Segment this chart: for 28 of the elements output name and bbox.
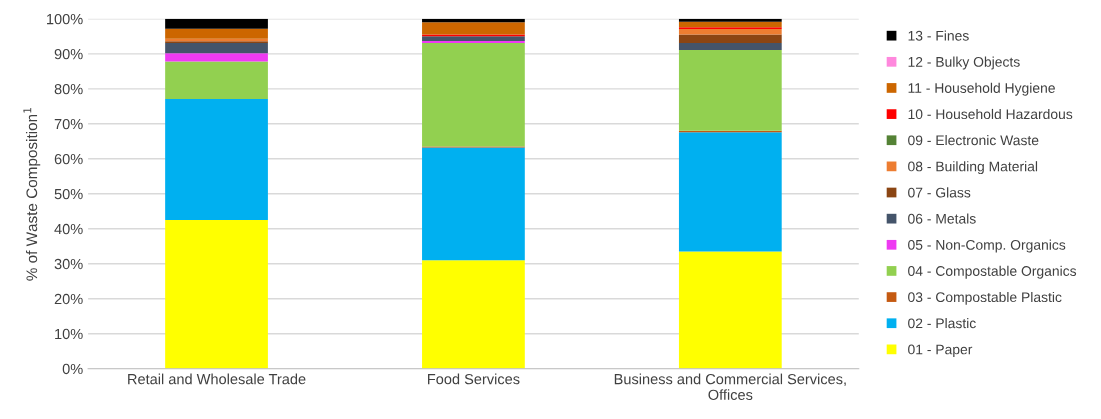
legend-label: 06 - Metals [908, 213, 976, 224]
legend-label: 02 - Plastic [908, 318, 976, 329]
x-tick-label: Business and Commercial Services, Offices [614, 373, 846, 400]
x-tick-label: Retail and Wholesale Trade [128, 373, 306, 385]
legend-label: 08 - Building Material [908, 161, 1038, 175]
legend-label: 01 - Paper [908, 344, 973, 358]
legend-label: 12 - Bulky Objects [908, 56, 1020, 70]
legend-label: 03 - Compostable Plastic [908, 291, 1062, 305]
legend-label: 11 - Household Hygiene [908, 82, 1055, 96]
y-tick-label: 50% [54, 188, 83, 200]
y-tick-label: 0% [62, 363, 83, 375]
y-tick-label: 30% [54, 258, 83, 270]
y-tick-label: 40% [54, 223, 83, 235]
y-tick-label: 70% [54, 118, 83, 130]
legend-label: 10 - Household Hazardous [908, 108, 1073, 120]
y-tick-label: 80% [54, 83, 83, 95]
legend-label: 13 - Fines [908, 30, 969, 41]
y-tick-label: 60% [54, 153, 83, 165]
x-tick-label: Food Services [428, 373, 520, 385]
y-axis-title: % of Waste Composition$^{1}$ [23, 107, 41, 281]
y-tick-label: 20% [54, 293, 83, 305]
legend-label: 05 - Non-Comp. Organics [908, 239, 1066, 253]
legend-label: 04 - Compostable Organics [908, 265, 1077, 279]
y-tick-label: 90% [54, 48, 83, 60]
y-tick-label: 100% [47, 13, 83, 25]
y-tick-label: 10% [55, 328, 83, 340]
legend-label: 09 - Electronic Waste [908, 135, 1039, 146]
legend-label: 07 - Glass [908, 187, 971, 198]
